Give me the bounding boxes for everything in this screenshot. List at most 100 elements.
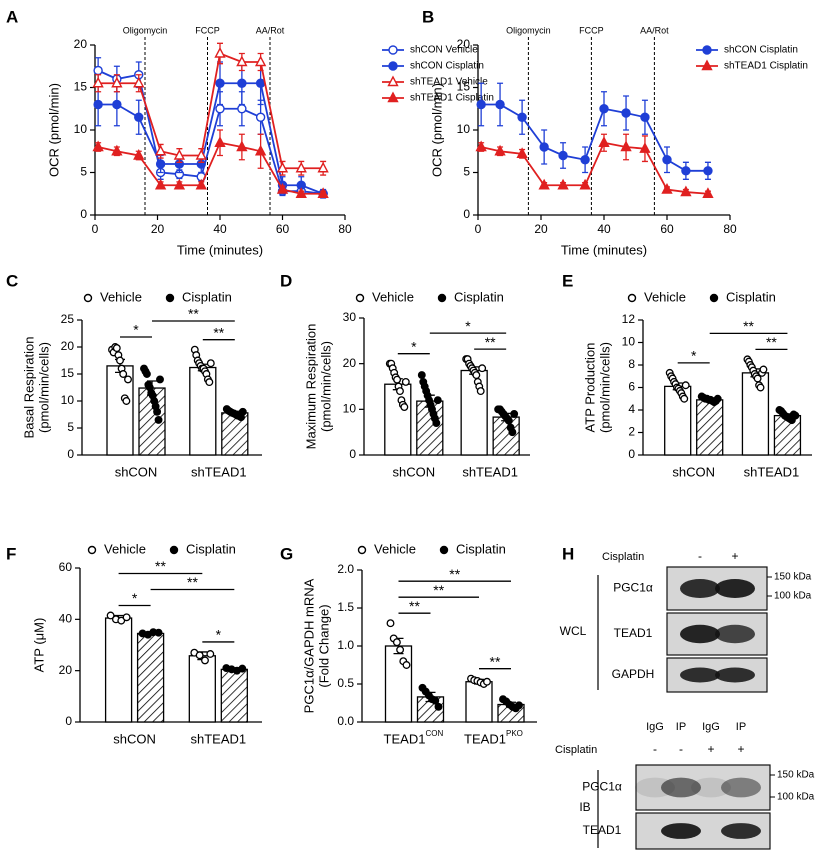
y-tick-label: 15 — [61, 366, 75, 380]
bar — [384, 645, 413, 723]
y-tick-label: 25 — [61, 312, 75, 326]
panel-letter: H — [562, 544, 574, 563]
series-line — [480, 141, 709, 195]
y-axis-label: Basal Respiration — [21, 337, 36, 439]
treatment-label: Cisplatin — [602, 551, 644, 563]
y-tick-label: 1.0 — [337, 638, 354, 652]
data-point — [134, 112, 144, 122]
x-tick-label: shTEAD1 — [191, 464, 247, 479]
bar — [696, 399, 724, 456]
panel-letter: E — [562, 271, 573, 290]
data-point — [681, 166, 691, 176]
y-tick-label: 15 — [74, 80, 88, 94]
data-point — [295, 187, 307, 198]
y-tick-label: 15 — [457, 80, 471, 94]
data-point — [154, 628, 163, 637]
data-point — [432, 419, 441, 427]
significance-label: ** — [433, 582, 444, 598]
x-axis-label: Time (minutes) — [561, 242, 647, 257]
blot-row-label: TEAD1 — [614, 626, 653, 640]
data-point — [434, 702, 443, 711]
data-point — [599, 104, 609, 114]
data-point — [214, 136, 226, 147]
x-tick-label: 80 — [338, 222, 352, 236]
data-point — [516, 147, 528, 159]
significance-label: * — [411, 338, 417, 354]
data-point — [206, 650, 215, 658]
data-point — [713, 394, 722, 403]
data-point — [112, 344, 121, 353]
y-tick-label: 60 — [59, 560, 73, 574]
panel-letter: B — [422, 7, 434, 26]
data-point — [702, 187, 714, 198]
data-point — [703, 166, 713, 176]
data-point — [433, 396, 442, 405]
blot-band — [680, 667, 720, 683]
blot-band — [680, 579, 720, 598]
lane-label: + — [731, 549, 738, 563]
legend-label: Vehicle — [100, 289, 142, 304]
significance-label: ** — [490, 653, 501, 669]
data-point — [640, 112, 650, 122]
legend-marker — [702, 45, 712, 55]
legend-marker — [709, 293, 719, 303]
blot-band — [715, 624, 755, 644]
y-tick-label: 10 — [343, 402, 357, 416]
blot-band — [691, 777, 731, 798]
significance-label: ** — [743, 318, 754, 334]
blot-band — [661, 823, 701, 839]
legend-marker — [355, 293, 365, 303]
panel-letter: A — [6, 7, 18, 26]
y-tick-label: 2 — [628, 425, 635, 439]
legend-label: Cisplatin — [454, 289, 504, 304]
y-tick-label: 10 — [622, 335, 636, 349]
y-tick-label: 0 — [628, 447, 635, 461]
x-tick-label: 20 — [534, 222, 548, 236]
data-point — [494, 144, 506, 156]
legend-marker — [388, 45, 398, 55]
significance-label: * — [465, 318, 471, 334]
panel-letter: G — [280, 544, 293, 563]
panel-letter: C — [6, 271, 18, 290]
y-axis-label: (pmol/min/cells) — [597, 342, 612, 433]
data-point — [661, 183, 673, 194]
y-tick-label: 0 — [463, 207, 470, 221]
y-tick-label: 5 — [463, 165, 470, 179]
data-point — [119, 370, 128, 378]
y-tick-label: 20 — [457, 37, 471, 51]
data-point — [237, 104, 247, 114]
data-point — [238, 664, 247, 673]
panel-letter: D — [280, 271, 292, 290]
x-tick-label: 0 — [475, 222, 482, 236]
y-axis-label: (pmol/min/cells) — [36, 342, 51, 433]
blot-band — [715, 579, 755, 598]
bar — [188, 655, 216, 723]
data-point — [142, 370, 151, 378]
legend-marker — [169, 545, 179, 555]
significance-label: ** — [213, 324, 224, 340]
y-tick-label: 2.0 — [337, 562, 354, 576]
marker-label: 150 kDa — [774, 572, 812, 583]
y-axis-label: (Fold Change) — [316, 604, 331, 687]
data-point — [639, 142, 651, 153]
data-point — [538, 178, 550, 190]
significance-label: ** — [155, 558, 166, 574]
data-point — [155, 159, 166, 169]
blot-row-label: TEAD1 — [583, 823, 622, 837]
data-point — [153, 407, 162, 416]
protocol-label: FCCP — [579, 25, 604, 35]
group-label: IB — [579, 800, 590, 814]
legend-label: shTEAD1 Vehicle — [410, 77, 488, 88]
x-tick-label: shTEAD1 — [190, 731, 246, 746]
data-point — [195, 149, 207, 160]
legend-label: Vehicle — [104, 541, 146, 556]
legend-marker — [627, 293, 637, 303]
data-point — [621, 108, 631, 118]
legend-label: Cisplatin — [456, 541, 506, 556]
y-axis-label: ATP Production — [582, 343, 597, 433]
data-point — [254, 55, 267, 67]
data-point — [472, 371, 481, 380]
lane-group-label: IP — [676, 721, 686, 733]
legend-label: Vehicle — [644, 289, 686, 304]
